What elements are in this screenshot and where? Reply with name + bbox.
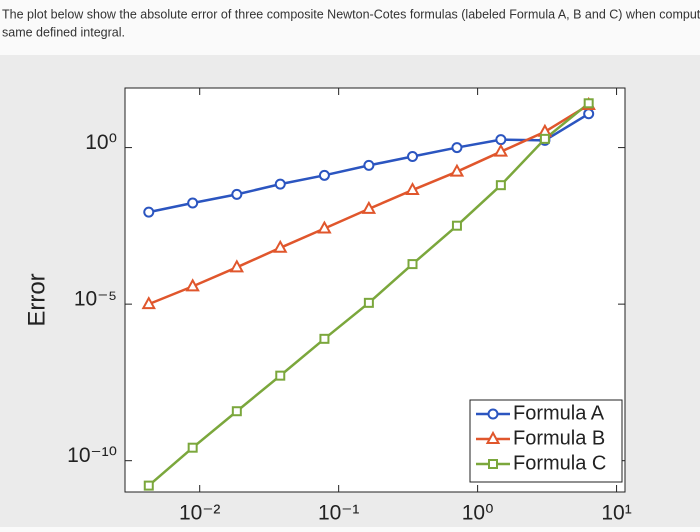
- marker: [493, 143, 509, 157]
- marker: [319, 333, 330, 344]
- y-tick-label: 10⁻¹⁰: [67, 444, 117, 467]
- marker: [273, 239, 288, 253]
- marker: [187, 197, 199, 209]
- marker: [539, 133, 550, 144]
- y-tick-label: 10⁰: [85, 131, 117, 154]
- marker: [407, 150, 419, 162]
- marker: [363, 297, 374, 308]
- marker: [363, 159, 375, 171]
- legend-marker: [485, 430, 501, 444]
- marker: [495, 180, 506, 191]
- legend-marker: [487, 408, 499, 420]
- legend-marker: [488, 459, 498, 469]
- marker: [583, 98, 594, 109]
- marker: [274, 178, 286, 190]
- marker: [143, 206, 155, 218]
- marker: [405, 181, 420, 196]
- marker: [187, 442, 198, 453]
- marker: [495, 134, 507, 146]
- marker: [318, 169, 330, 181]
- x-tick-label: 10⁻¹: [318, 502, 359, 525]
- marker: [361, 200, 377, 214]
- marker: [583, 108, 595, 120]
- x-tick-label: 10⁻²: [179, 502, 220, 525]
- intro-line: The plot below show the absolute error o…: [2, 7, 700, 21]
- marker: [229, 259, 245, 273]
- marker: [185, 278, 200, 292]
- marker: [275, 370, 286, 381]
- marker: [141, 296, 156, 310]
- x-tick-label: 10¹: [601, 502, 631, 525]
- legend: Formula A Formula B Formula C: [469, 399, 623, 483]
- legend-label: Formula B: [513, 427, 605, 449]
- x-tick-label: 10⁰: [462, 502, 494, 525]
- marker: [231, 188, 243, 200]
- marker: [451, 220, 462, 231]
- marker: [449, 163, 465, 177]
- marker: [451, 142, 463, 154]
- y-tick-label: 10⁻⁵: [74, 288, 117, 311]
- marker: [231, 406, 242, 417]
- marker: [407, 259, 418, 270]
- y-axis-label: Error: [23, 273, 50, 326]
- legend-label: Formula C: [513, 452, 606, 474]
- marker: [317, 220, 332, 234]
- legend-label: Formula A: [513, 402, 605, 424]
- intro-line: same defined integral.: [2, 25, 125, 39]
- marker: [143, 480, 154, 491]
